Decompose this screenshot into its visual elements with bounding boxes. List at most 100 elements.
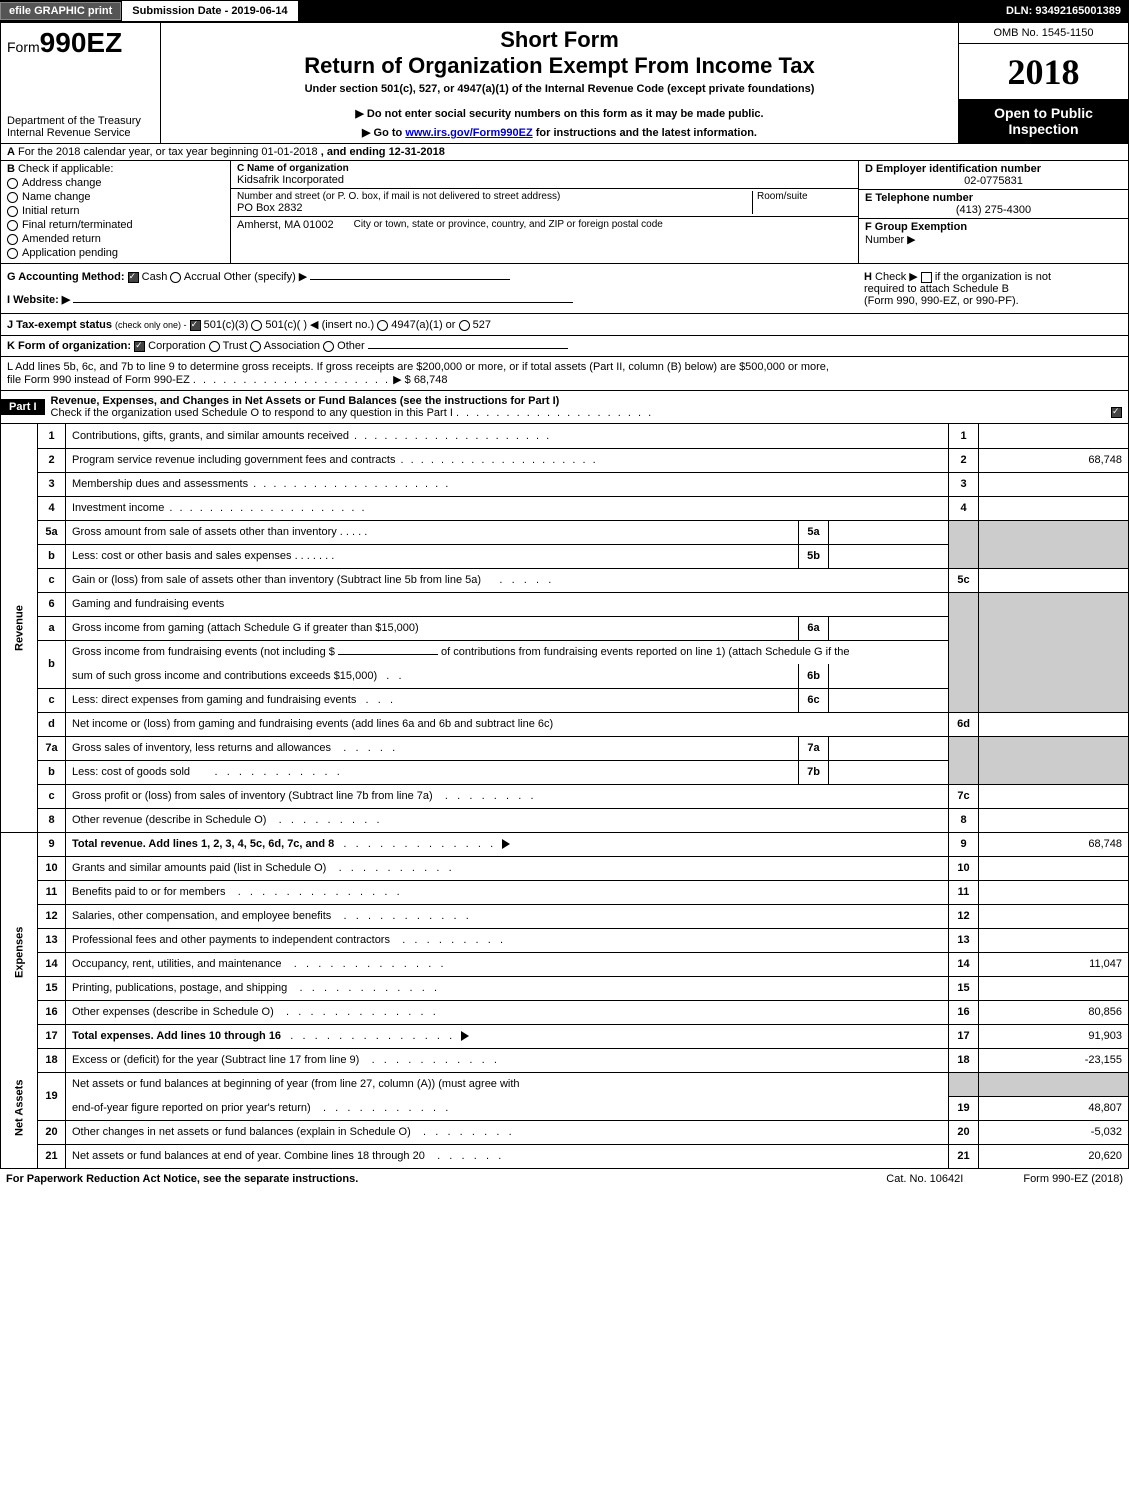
org-info-box: B Check if applicable: Address change Na… bbox=[0, 161, 1129, 264]
line-9: 9 Total revenue. Add lines 1, 2, 3, 4, 5… bbox=[1, 832, 1129, 856]
name-change-label: Name change bbox=[22, 191, 91, 203]
line-6-shade bbox=[949, 592, 979, 712]
name-change-checkbox[interactable] bbox=[7, 192, 18, 203]
open-to-public: Open to Public Inspection bbox=[959, 99, 1128, 143]
efile-print-button[interactable]: efile GRAPHIC print bbox=[0, 2, 121, 20]
h-text2: required to attach Schedule B bbox=[864, 283, 1009, 295]
line-6d-desc: Net income or (loss) from gaming and fun… bbox=[66, 712, 949, 736]
line-6b-desc: Gross income from fundraising events (no… bbox=[66, 640, 949, 664]
line-6b-post: of contributions from fundraising events… bbox=[441, 646, 849, 658]
line-2-desc: Program service revenue including govern… bbox=[66, 448, 949, 472]
website-input[interactable] bbox=[73, 302, 573, 303]
line-4: 4 Investment income 4 bbox=[1, 496, 1129, 520]
d-ein-label: D Employer identification number bbox=[865, 163, 1041, 175]
j-label: J Tax-exempt status bbox=[7, 319, 112, 331]
4947-label: 4947(a)(1) or bbox=[391, 319, 455, 331]
line-5a-num: 5a bbox=[38, 520, 66, 544]
line-6c-mv bbox=[829, 688, 949, 712]
association-checkbox[interactable] bbox=[250, 341, 261, 352]
ssn-notice: ▶ Do not enter social security numbers o… bbox=[167, 107, 952, 120]
4947-checkbox[interactable] bbox=[377, 320, 388, 331]
initial-return-checkbox[interactable] bbox=[7, 206, 18, 217]
form-number: Form990EZ bbox=[7, 27, 154, 59]
527-checkbox[interactable] bbox=[459, 320, 470, 331]
arrow-icon bbox=[502, 839, 510, 849]
section-a: A For the 2018 calendar year, or tax yea… bbox=[0, 144, 1129, 161]
line-17-desc: Total expenses. Add lines 10 through 16 … bbox=[66, 1024, 949, 1048]
corporation-checkbox[interactable] bbox=[134, 341, 145, 352]
amended-return-checkbox[interactable] bbox=[7, 234, 18, 245]
section-c: C Name of organization Kidsafrik Incorpo… bbox=[231, 161, 858, 263]
schedule-b-checkbox[interactable] bbox=[921, 272, 932, 283]
line-19-text2: end-of-year figure reported on prior yea… bbox=[72, 1102, 311, 1114]
department-label: Department of the Treasury Internal Reve… bbox=[7, 115, 154, 139]
line-7c-num: c bbox=[38, 784, 66, 808]
line-6b-desc2: sum of such gross income and contributio… bbox=[66, 664, 799, 688]
line-7b-desc: Less: cost of goods sold . . . . . . . .… bbox=[66, 760, 799, 784]
footer-left: For Paperwork Reduction Act Notice, see … bbox=[6, 1173, 358, 1185]
other-org-label: Other bbox=[337, 340, 365, 352]
trust-checkbox[interactable] bbox=[209, 341, 220, 352]
application-pending-checkbox[interactable] bbox=[7, 248, 18, 259]
line-12: 12 Salaries, other compensation, and emp… bbox=[1, 904, 1129, 928]
h-text1: if the organization is not bbox=[935, 271, 1051, 283]
application-pending-label: Application pending bbox=[22, 247, 118, 259]
line-6-desc: Gaming and fundraising events bbox=[66, 592, 949, 616]
k-label: K Form of organization: bbox=[7, 340, 131, 352]
501c3-checkbox[interactable] bbox=[190, 320, 201, 331]
line-16-amt: 80,856 bbox=[979, 1000, 1129, 1024]
line-5b-mv bbox=[829, 544, 949, 568]
line-8-amt bbox=[979, 808, 1129, 832]
other-specify-input[interactable] bbox=[310, 279, 510, 280]
line-3-amt bbox=[979, 472, 1129, 496]
line-14: 14 Occupancy, rent, utilities, and maint… bbox=[1, 952, 1129, 976]
header-right: OMB No. 1545-1150 2018 Open to Public In… bbox=[958, 23, 1128, 143]
line-6-shade-amt bbox=[979, 592, 1129, 712]
line-8: 8 Other revenue (describe in Schedule O)… bbox=[1, 808, 1129, 832]
goto-suffix: for instructions and the latest informat… bbox=[536, 127, 757, 139]
line-4-amt bbox=[979, 496, 1129, 520]
line-4-num: 4 bbox=[38, 496, 66, 520]
501c-checkbox[interactable] bbox=[251, 320, 262, 331]
tax-year: 2018 bbox=[959, 44, 1128, 99]
line-17: 17 Total expenses. Add lines 10 through … bbox=[1, 1024, 1129, 1048]
line-17-rn: 17 bbox=[949, 1024, 979, 1048]
line-5b-num: b bbox=[38, 544, 66, 568]
line-13-num: 13 bbox=[38, 928, 66, 952]
form-header: Form990EZ Department of the Treasury Int… bbox=[0, 22, 1129, 144]
line-18-text: Excess or (deficit) for the year (Subtra… bbox=[72, 1054, 359, 1066]
section-def: D Employer identification number 02-0775… bbox=[858, 161, 1128, 263]
f-group-label: F Group Exemption bbox=[865, 221, 967, 233]
line-6b-mv bbox=[829, 664, 949, 688]
line-21-desc: Net assets or fund balances at end of ye… bbox=[66, 1144, 949, 1168]
final-return-checkbox[interactable] bbox=[7, 220, 18, 231]
city-label: City or town, state or province, country… bbox=[354, 219, 663, 241]
address-change-checkbox[interactable] bbox=[7, 178, 18, 189]
line-10-rn: 10 bbox=[949, 856, 979, 880]
line-14-text: Occupancy, rent, utilities, and maintena… bbox=[72, 958, 282, 970]
other-org-input[interactable] bbox=[368, 348, 568, 349]
line-6b-input[interactable] bbox=[338, 654, 438, 655]
phone-value: (413) 275-4300 bbox=[865, 204, 1122, 216]
line-8-text: Other revenue (describe in Schedule O) bbox=[72, 814, 266, 826]
line-18-num: 18 bbox=[38, 1048, 66, 1072]
cash-checkbox[interactable] bbox=[128, 272, 139, 283]
line-1-text: Contributions, gifts, grants, and simila… bbox=[72, 430, 349, 442]
schedule-o-checkbox[interactable] bbox=[1111, 407, 1122, 418]
line-18-desc: Excess or (deficit) for the year (Subtra… bbox=[66, 1048, 949, 1072]
line-5a-mv bbox=[829, 520, 949, 544]
line-17-text: Total expenses. Add lines 10 through 16 bbox=[72, 1030, 281, 1042]
section-g: G Accounting Method: Cash Accrual Other … bbox=[1, 264, 858, 313]
org-name-row: C Name of organization Kidsafrik Incorpo… bbox=[231, 161, 858, 189]
line-5b-desc: Less: cost or other basis and sales expe… bbox=[66, 544, 799, 568]
irs-link[interactable]: www.irs.gov/Form990EZ bbox=[405, 127, 532, 139]
group-box: F Group Exemption Number ▶ bbox=[859, 219, 1128, 263]
other-org-checkbox[interactable] bbox=[323, 341, 334, 352]
line-3: 3 Membership dues and assessments 3 bbox=[1, 472, 1129, 496]
line-4-desc: Investment income bbox=[66, 496, 949, 520]
under-section: Under section 501(c), 527, or 4947(a)(1)… bbox=[167, 83, 952, 95]
phone-box: E Telephone number (413) 275-4300 bbox=[859, 190, 1128, 219]
line-20-amt: -5,032 bbox=[979, 1120, 1129, 1144]
street-row: Number and street (or P. O. box, if mail… bbox=[231, 189, 858, 217]
accrual-checkbox[interactable] bbox=[170, 272, 181, 283]
